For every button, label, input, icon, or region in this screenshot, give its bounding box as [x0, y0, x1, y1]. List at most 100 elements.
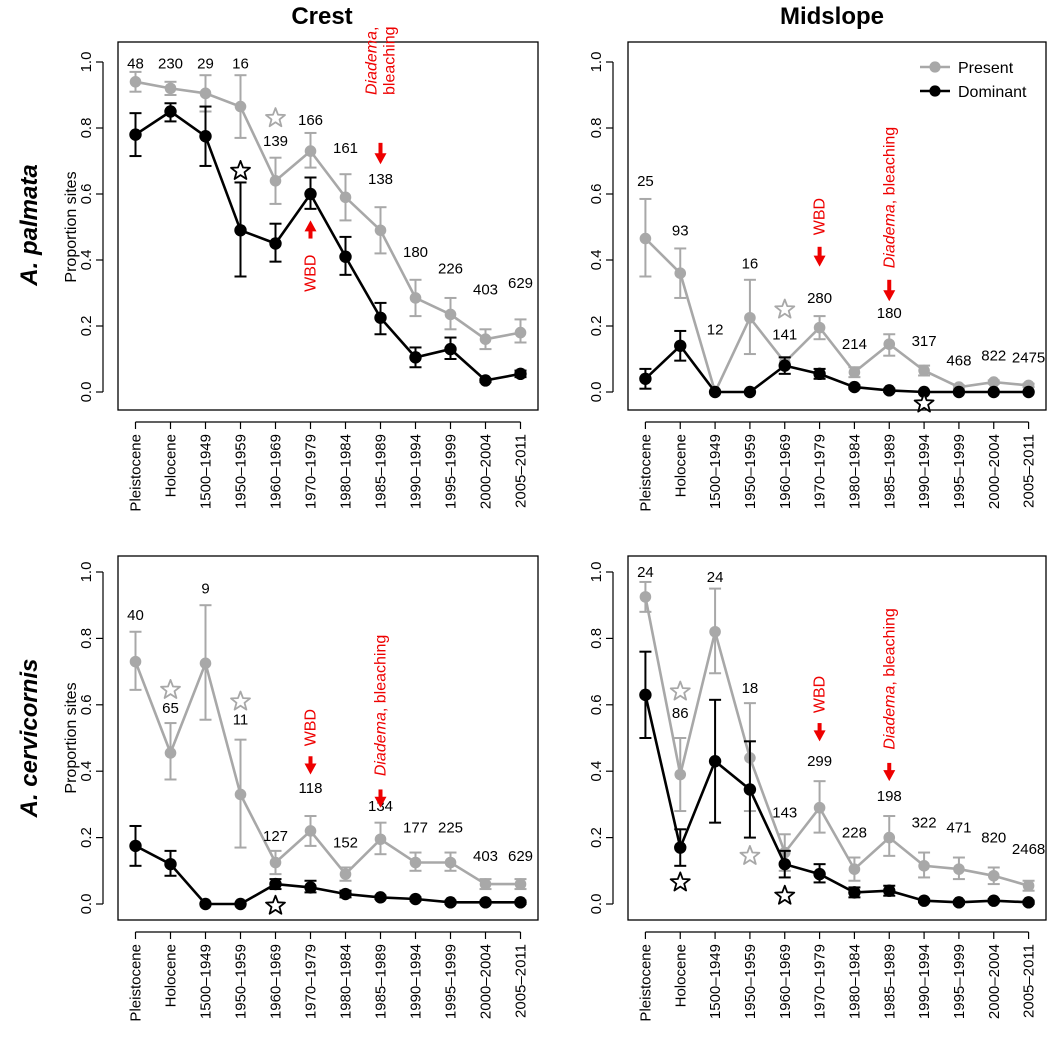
point-present — [514, 878, 527, 890]
x-tick-label: 1950–1959 — [233, 434, 250, 509]
x-axis: Pleistocene Holocene 1500–1949 1950–1959 196… — [128, 421, 530, 512]
x-tick-label: Holocene — [163, 944, 180, 1007]
legend-label-present: Present — [958, 60, 1014, 77]
event-arrow-head — [883, 770, 896, 782]
sample-size-label: 629 — [508, 848, 533, 865]
x-tick-label: 1995–1999 — [951, 434, 968, 509]
series-present — [129, 604, 527, 891]
point-present — [1022, 879, 1035, 892]
y-axis: 0.0 0.2 0.4 0.6 0.8 1.0 — [588, 562, 614, 915]
y-tick-label: 0.2 — [588, 316, 605, 337]
x-tick-label: 1995–1999 — [443, 434, 460, 509]
sample-size-label: 29 — [197, 56, 214, 73]
star-marker — [265, 894, 286, 915]
y-tick-label: 0.8 — [78, 118, 95, 139]
y-tick-label: 0.8 — [588, 628, 605, 649]
x-tick-label: 2005–2011 — [1021, 944, 1038, 1018]
sample-size-label: 820 — [981, 830, 1006, 847]
x-tick-label: 1960–1969 — [777, 434, 794, 509]
point-present — [164, 747, 177, 759]
point-dominant — [1022, 385, 1035, 399]
point-dominant — [269, 237, 282, 250]
sample-size-label: 141 — [772, 326, 797, 343]
x-tick-label: 1995–1999 — [443, 944, 460, 1019]
point-dominant — [883, 884, 896, 897]
legend-label-dominant: Dominant — [958, 84, 1027, 101]
event-label-diadema: Diadema, — [364, 27, 381, 95]
line-dominant — [134, 844, 521, 906]
sample-size-label: 180 — [403, 244, 428, 261]
sample-size-label: 161 — [333, 140, 358, 157]
point-present — [883, 338, 896, 350]
y-axis: 0.0 0.2 0.4 0.6 0.8 1.0 — [78, 562, 104, 915]
y-tick-label: 0.6 — [588, 184, 605, 205]
sample-size-label: 403 — [473, 848, 498, 865]
x-tick-label: 1985–1989 — [881, 944, 898, 1019]
y-tick-label: 0.2 — [588, 827, 605, 848]
sample-size-label: 24 — [637, 564, 654, 581]
column-title-midslope: Midslope — [780, 3, 884, 30]
sample-size-label: 16 — [742, 255, 759, 272]
point-dominant — [1022, 896, 1035, 909]
point-dominant — [514, 896, 527, 909]
y-tick-label: 0.6 — [78, 694, 95, 715]
x-tick-label: Pleistocene — [637, 944, 654, 1022]
point-present — [199, 657, 212, 670]
x-tick-label: 1990–1994 — [408, 944, 425, 1019]
y-tick-label: 1.0 — [78, 52, 95, 73]
x-tick-label: 2000–2004 — [478, 434, 495, 509]
star-marker — [774, 884, 796, 905]
point-dominant — [952, 385, 966, 399]
x-tick-label: 1500–1949 — [707, 434, 724, 509]
sample-size-label: 143 — [772, 805, 797, 822]
point-dominant — [917, 385, 931, 399]
x-tick-label: 2005–2011 — [513, 434, 530, 508]
sample-size-label: 468 — [946, 353, 971, 370]
x-tick-label: 2005–2011 — [1021, 434, 1038, 508]
point-dominant — [708, 385, 722, 399]
x-axis: Pleistocene Holocene 1500–1949 1950–1959 196… — [637, 931, 1038, 1022]
sample-size-label: 152 — [333, 835, 358, 852]
event-label-diadema: Diadema, bleaching — [881, 127, 898, 268]
y-axis: 0.0 0.2 0.4 0.6 0.8 1.0 — [78, 52, 104, 403]
point-dominant — [778, 857, 791, 871]
point-present — [639, 591, 652, 603]
y-tick-label: 1.0 — [588, 52, 605, 73]
series-dominant — [639, 329, 1035, 399]
x-tick-label: 1960–1969 — [777, 944, 794, 1019]
point-present — [234, 788, 247, 801]
line-present — [135, 80, 521, 341]
point-present — [129, 655, 142, 668]
legend: Present Dominant — [920, 60, 1027, 101]
panel-2: 0.0 0.2 0.4 0.6 0.8 1.0 Pleistocene Holocene 150… — [588, 41, 1047, 512]
point-present — [409, 292, 422, 304]
point-present — [709, 625, 721, 638]
y-tick-label: 0.0 — [78, 382, 95, 403]
y-axis-label: Proportion sites — [63, 171, 80, 282]
x-tick-label: 1985–1989 — [881, 434, 898, 509]
plot-frame — [627, 555, 1047, 921]
sample-size-label: 118 — [299, 780, 323, 797]
point-present — [848, 863, 861, 875]
x-tick-label: 1980–1984 — [338, 434, 355, 509]
point-dominant — [848, 380, 861, 394]
point-present — [199, 87, 212, 100]
y-tick-label: 0.0 — [78, 894, 95, 915]
star-marker — [230, 690, 251, 711]
star-marker — [265, 107, 286, 128]
x-axis: Pleistocene Holocene 1500–1949 1950–1959 196… — [637, 421, 1038, 512]
event-label-wbd: WBD — [812, 198, 829, 235]
y-tick-label: 0.0 — [588, 894, 605, 915]
point-dominant — [444, 896, 457, 909]
sample-size-label: 230 — [158, 56, 183, 73]
legend-marker-dominant — [929, 85, 941, 97]
point-present — [848, 366, 861, 379]
x-tick-label: Holocene — [672, 944, 689, 1007]
sample-size-label: 93 — [672, 222, 689, 239]
y-tick-label: 0.4 — [78, 250, 95, 271]
sample-size-label: 48 — [127, 56, 144, 73]
y-tick-label: 0.4 — [588, 250, 605, 271]
point-dominant — [743, 783, 757, 796]
y-axis-label: Proportion sites — [63, 682, 80, 793]
point-present — [374, 833, 387, 846]
